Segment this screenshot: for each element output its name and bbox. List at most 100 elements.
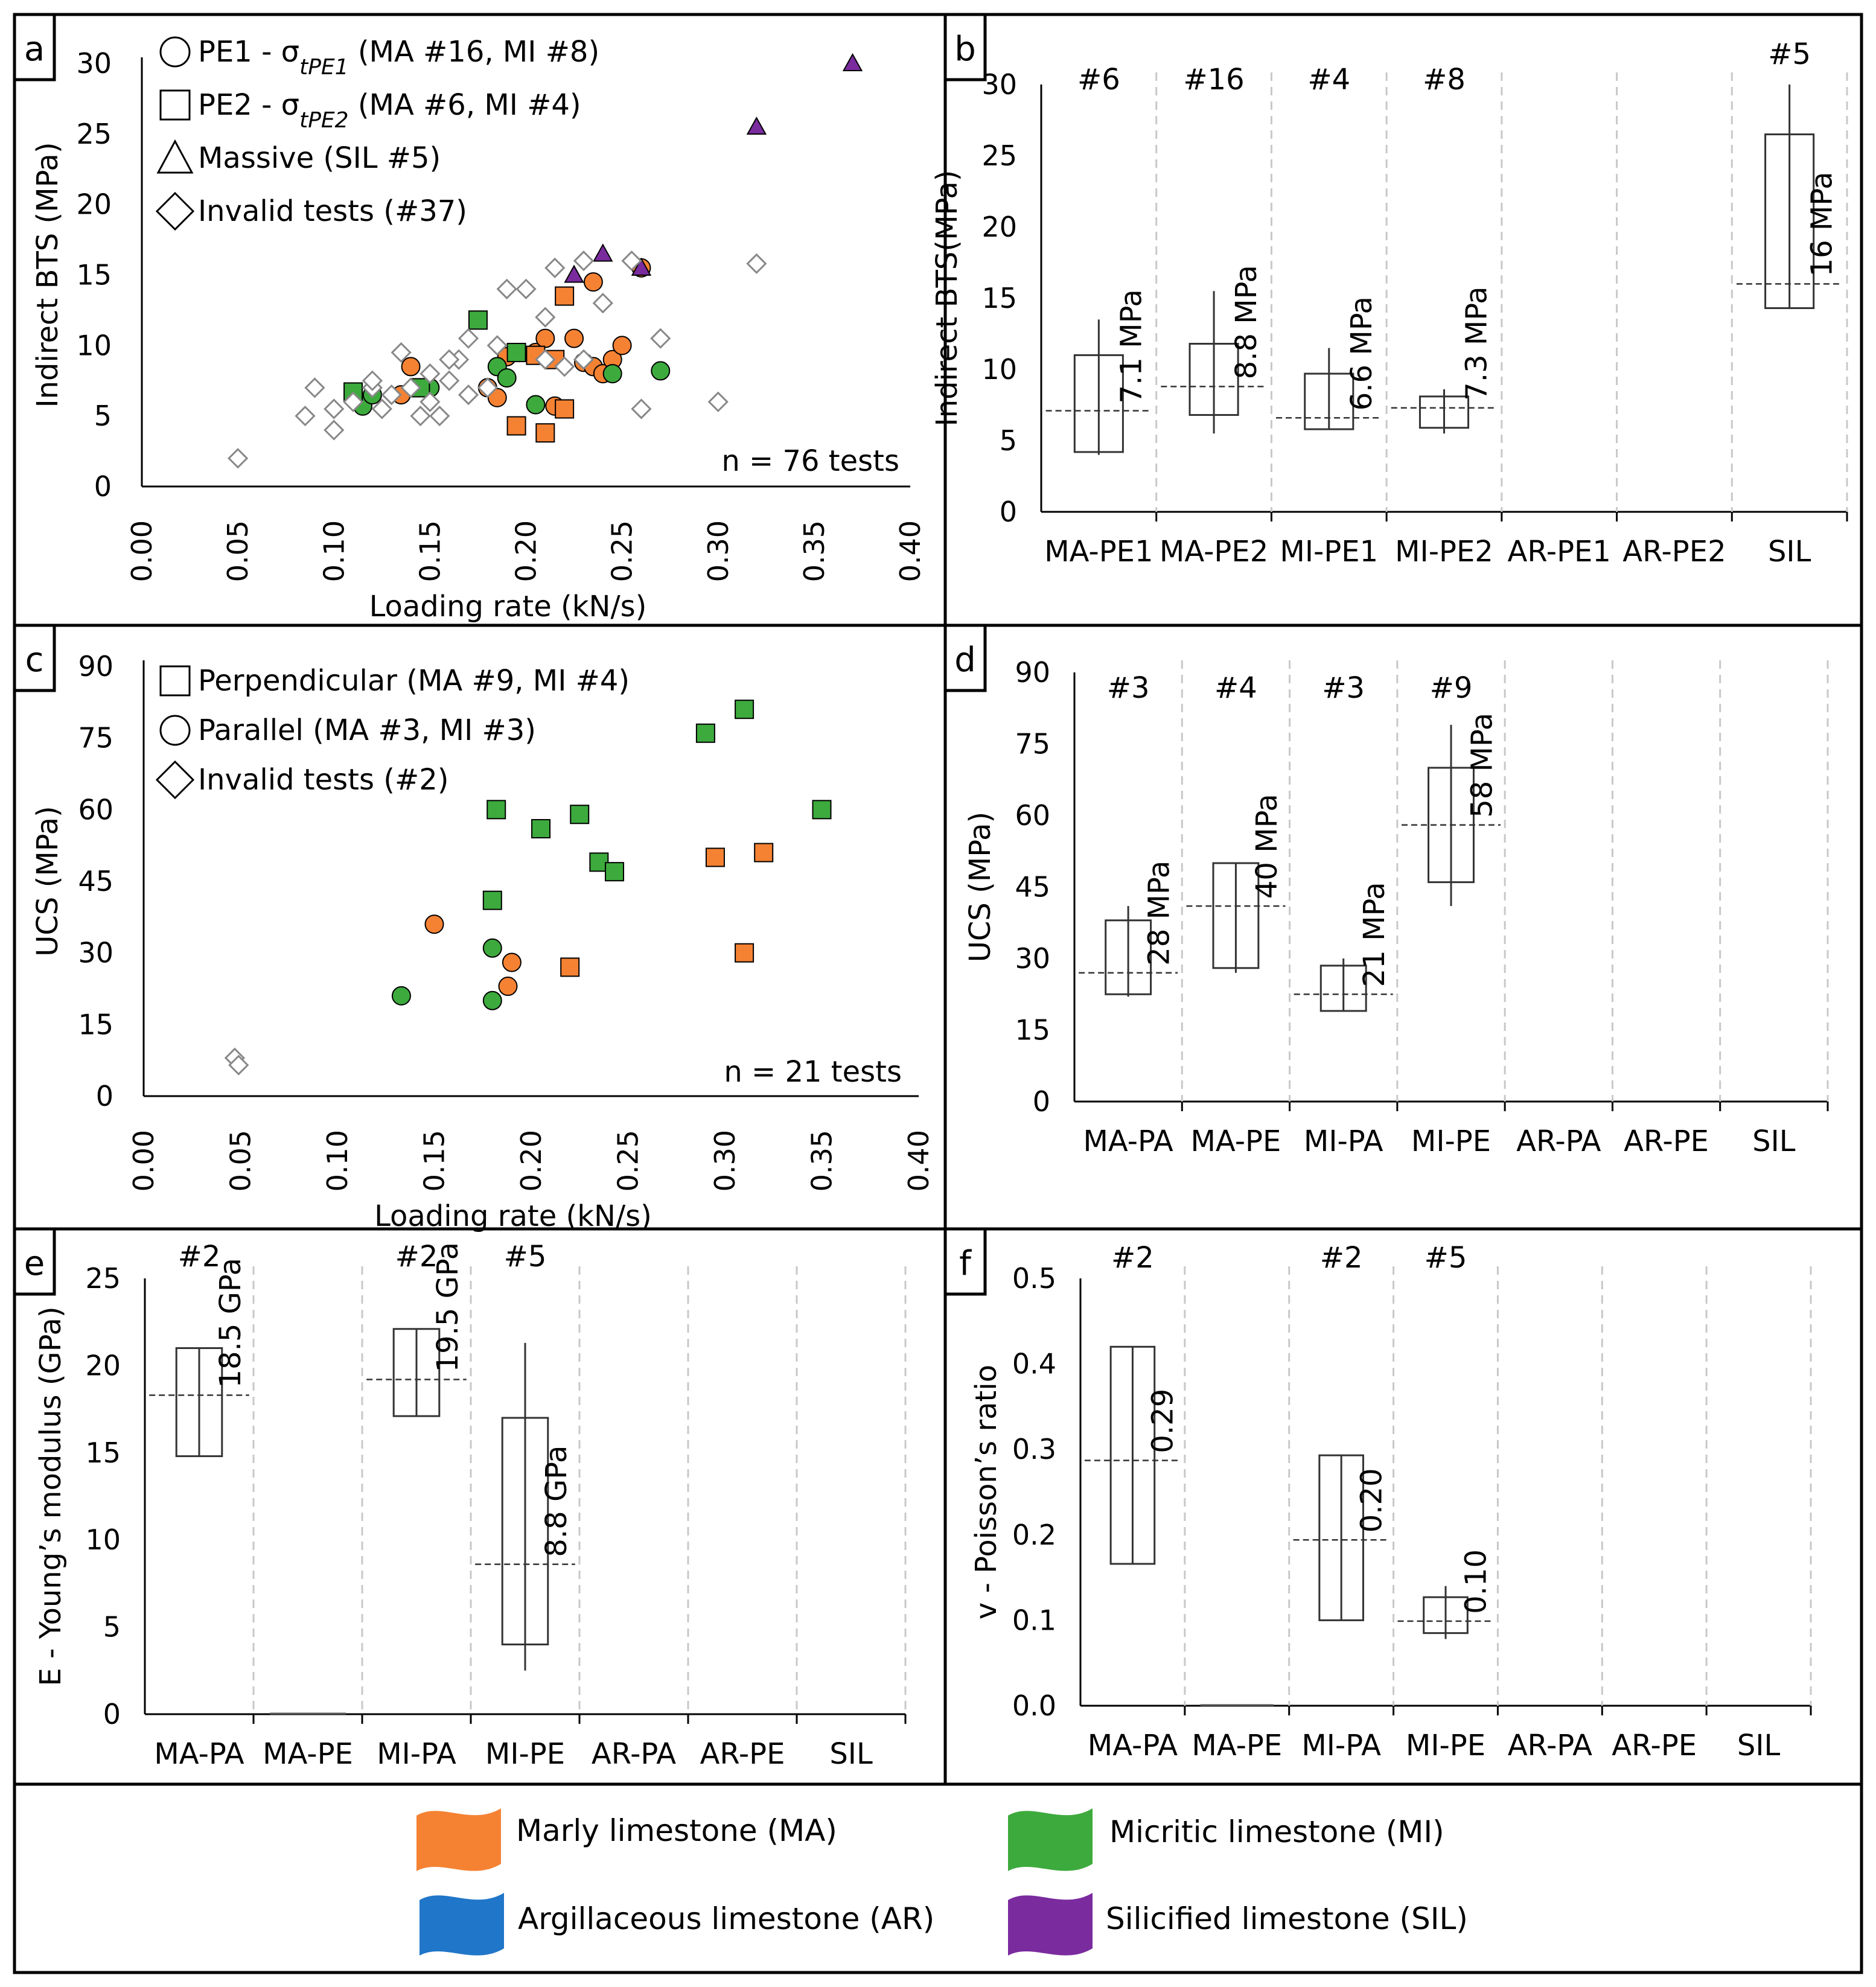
- mean-value-label: 8.8 GPa: [540, 1446, 573, 1557]
- legend-label: PE2 - σtPE2 (MA #6, MI #4): [198, 88, 581, 133]
- data-point: [735, 700, 755, 719]
- x-tick-label: 0.15: [413, 520, 446, 582]
- mean-value-label: 21 MPa: [1358, 882, 1391, 987]
- data-point: [502, 952, 522, 972]
- data-point: [842, 53, 863, 71]
- data-point: [544, 257, 566, 278]
- category-label: AR-PE1: [1508, 535, 1611, 569]
- data-point: [535, 307, 556, 328]
- mean-value-label: 8.8 MPa: [1230, 265, 1263, 379]
- count-label: #3: [1322, 671, 1365, 705]
- category-label: MI-PE: [1406, 1729, 1485, 1762]
- data-point: [515, 278, 537, 299]
- data-point: [458, 384, 479, 406]
- data-point: [535, 423, 555, 443]
- legend-material-label: Argillaceous limestone (AR): [518, 1901, 934, 1936]
- data-point: [400, 377, 421, 398]
- y-tick-label: 0.2: [1012, 1519, 1056, 1551]
- y-tick-label: 15: [1015, 1014, 1050, 1047]
- data-point: [531, 818, 551, 838]
- legend-circle-icon: [159, 36, 191, 68]
- y-tick-label: 25: [85, 1262, 121, 1295]
- data-point: [381, 384, 402, 406]
- box-panel-e: 0 5 10 15 20 25 E - Young’s modulus (GPa) MA-PA…: [34, 1240, 907, 1771]
- mean-value-label: 0.10: [1459, 1549, 1493, 1614]
- count-label: #5: [504, 1240, 547, 1274]
- legend-diamond-icon: [155, 760, 195, 800]
- box: [1212, 862, 1260, 969]
- data-point: [573, 349, 595, 370]
- data-point: [496, 278, 517, 299]
- y-axis-title: v - Poisson’s ratio: [969, 1365, 1003, 1619]
- y-tick-label: 45: [1015, 871, 1050, 904]
- panel-label-d: d: [954, 640, 976, 680]
- data-point: [651, 361, 671, 381]
- panel-frames: [13, 13, 1863, 1974]
- mean-value-label: 40 MPa: [1250, 794, 1284, 899]
- box: [1418, 395, 1470, 429]
- y-tick-label: 15: [981, 282, 1017, 314]
- data-point: [477, 377, 498, 398]
- legend-material-label: Marly limestone (MA): [516, 1813, 837, 1848]
- legend-label: Parallel (MA #3, MI #3): [198, 713, 536, 747]
- y-tick-label: 0: [103, 1698, 121, 1730]
- legend-circle-icon: [159, 715, 191, 746]
- category-label: SIL: [1737, 1729, 1781, 1762]
- count-label: #16: [1183, 63, 1244, 97]
- data-point: [458, 328, 479, 349]
- category-label: SIL: [1752, 1124, 1796, 1158]
- count-label: #4: [1307, 63, 1350, 97]
- y-tick-label: 60: [1015, 799, 1050, 832]
- data-point: [631, 257, 652, 276]
- x-tick-label: 0.35: [806, 1130, 838, 1191]
- y-tick-label: 0.0: [1012, 1689, 1056, 1722]
- x-tick-label: 0.15: [418, 1130, 451, 1191]
- legend-label: Massive (SIL #5): [198, 141, 441, 175]
- category-label: MA-PE: [1191, 1124, 1281, 1158]
- y-tick-label: 20: [85, 1349, 121, 1382]
- category-label: MI-PE2: [1395, 535, 1493, 569]
- category-label: MI-PA: [1304, 1124, 1383, 1158]
- category-label: SIL: [829, 1737, 873, 1771]
- category-label: MA-PE: [1192, 1729, 1282, 1762]
- count-label: #2: [178, 1240, 221, 1274]
- y-tick-label: 5: [103, 1611, 121, 1644]
- category-label: MI-PE: [485, 1737, 565, 1771]
- category-label: AR-PE: [700, 1737, 785, 1771]
- data-point: [420, 363, 441, 384]
- data-point: [410, 406, 431, 427]
- data-point: [735, 943, 755, 963]
- legend-label: PE1 - σtPE1 (MA #16, MI #8): [198, 35, 599, 80]
- data-point: [420, 391, 441, 412]
- legend-material-label: Micritic limestone (MI): [1109, 1814, 1444, 1849]
- data-point: [602, 364, 622, 384]
- y-tick-label: 25: [981, 139, 1017, 172]
- category-label: MA-PE2: [1160, 535, 1268, 569]
- data-point: [498, 977, 518, 997]
- y-tick-label: 0.1: [1012, 1604, 1056, 1636]
- legend-label: Invalid tests (#37): [198, 194, 467, 228]
- data-point: [707, 391, 729, 412]
- y-tick-label: 0: [1000, 496, 1017, 528]
- data-point: [506, 416, 526, 436]
- data-point: [342, 391, 364, 412]
- data-point: [424, 914, 444, 934]
- data-point: [535, 328, 555, 348]
- box: [1073, 354, 1124, 453]
- y-tick-label: 0: [94, 470, 112, 503]
- count-label: #4: [1214, 671, 1257, 705]
- y-tick-label: 10: [85, 1523, 121, 1556]
- category-label: MA-PA: [154, 1737, 244, 1771]
- x-tick-label: 0.40: [894, 520, 927, 582]
- y-tick-label: 90: [1015, 656, 1050, 689]
- panel-label-f: f: [959, 1244, 972, 1283]
- data-point: [621, 250, 642, 272]
- count-label: #8: [1423, 63, 1466, 97]
- box: [1105, 919, 1152, 995]
- data-point: [487, 388, 507, 407]
- x-tick-label: 0.20: [510, 520, 543, 582]
- x-tick-label: 0.10: [321, 1130, 354, 1191]
- x-tick-label: 0.00: [127, 1130, 160, 1191]
- mean-value-label: 6.6 MPa: [1345, 296, 1379, 410]
